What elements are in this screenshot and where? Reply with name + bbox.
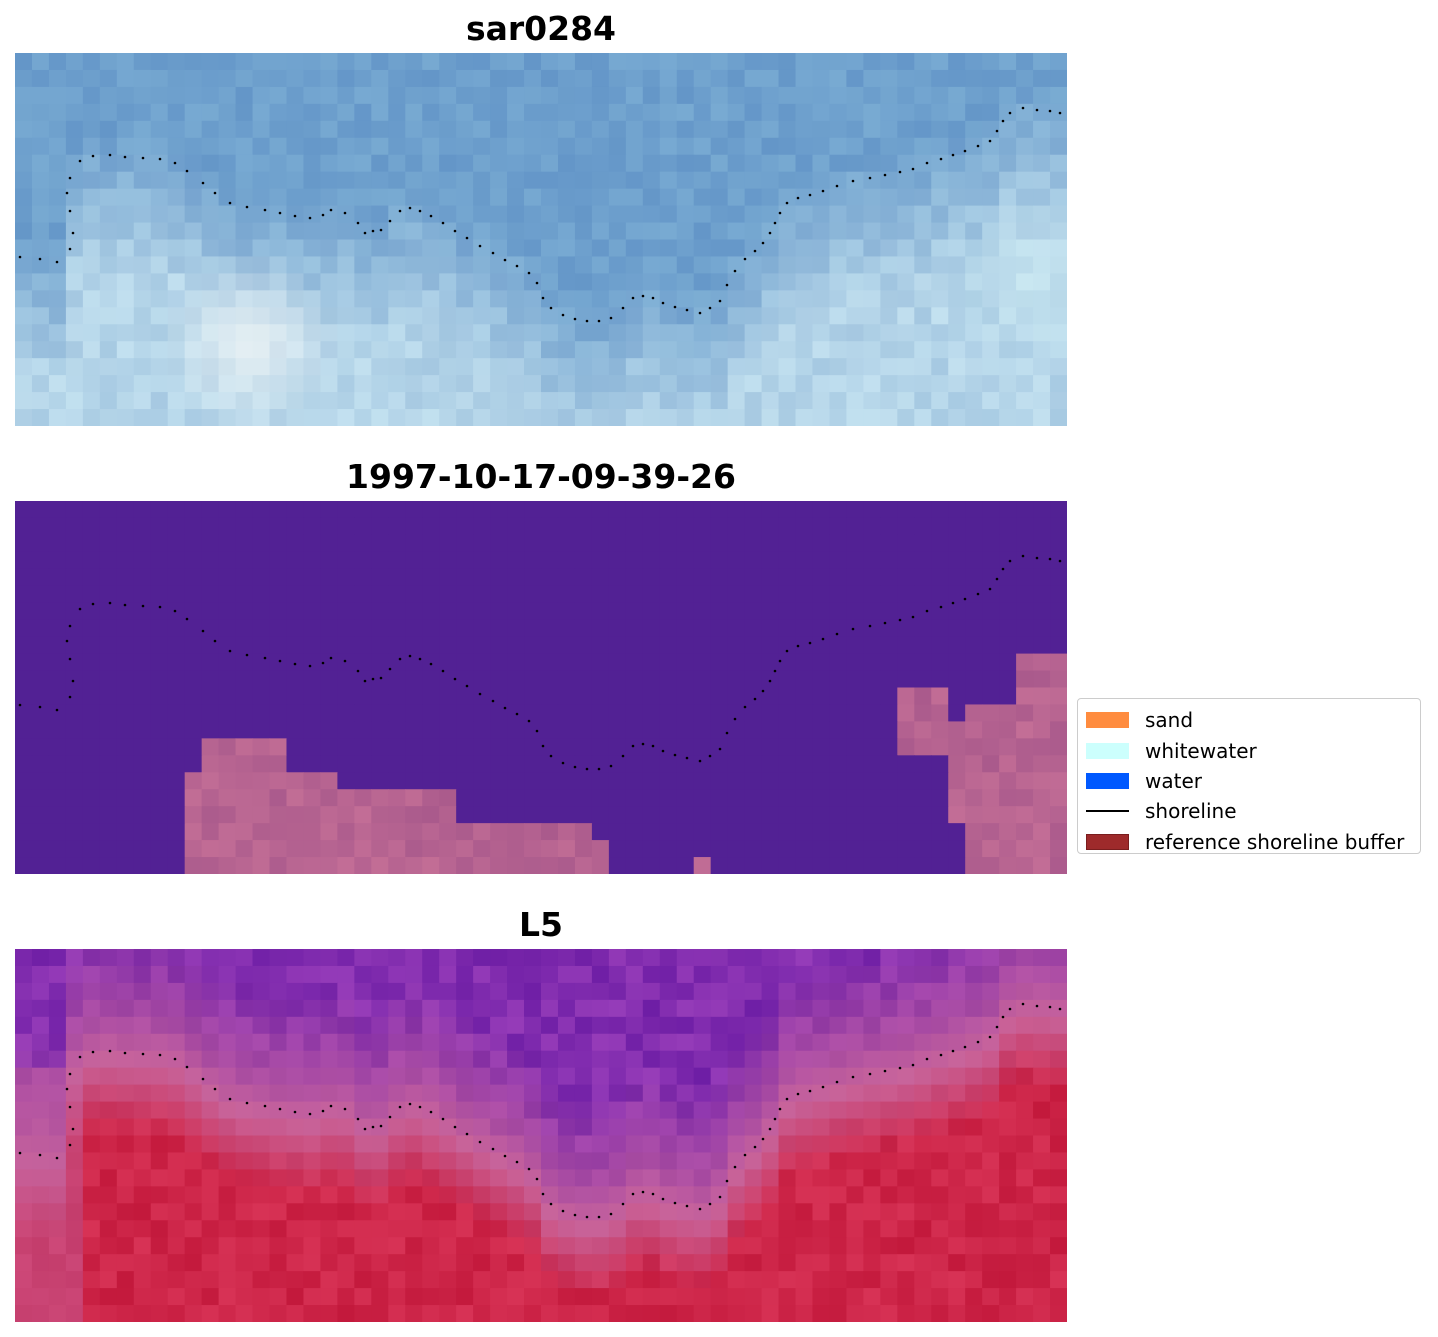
legend-item: whitewater [1086, 735, 1412, 765]
shoreline [18, 106, 1062, 323]
legend-item: reference shoreline buffer [1086, 827, 1412, 857]
legend-label: reference shoreline buffer [1145, 829, 1405, 854]
panel-title-classified: 1997-10-17-09-39-26 [346, 457, 736, 496]
classified-image [15, 501, 1067, 874]
legend-swatch [1086, 772, 1129, 789]
legend-label: shoreline [1145, 799, 1237, 824]
index-image [15, 949, 1067, 1322]
legend-label: water [1145, 768, 1202, 793]
legend-swatch [1086, 712, 1129, 729]
legend-label: sand [1145, 708, 1194, 733]
panel-title-rgb: sar0284 [465, 9, 617, 48]
index-image-panel [15, 949, 1067, 1322]
panel-title-index: L5 [519, 905, 563, 944]
legend-swatch [1086, 742, 1129, 759]
rgb-image-panel [15, 53, 1067, 426]
legend-swatch [1086, 833, 1129, 850]
legend: sand whitewater water shoreline reference sh… [1077, 698, 1421, 854]
shoreline [18, 554, 1062, 771]
shoreline [18, 1002, 1062, 1219]
legend-swatch [1086, 810, 1129, 813]
classified-image-panel [15, 501, 1067, 874]
legend-item: water [1086, 766, 1412, 796]
legend-item: sand [1086, 705, 1412, 735]
legend-label: whitewater [1145, 738, 1257, 763]
rgb-image [15, 53, 1067, 426]
legend-item: shoreline [1086, 796, 1412, 826]
